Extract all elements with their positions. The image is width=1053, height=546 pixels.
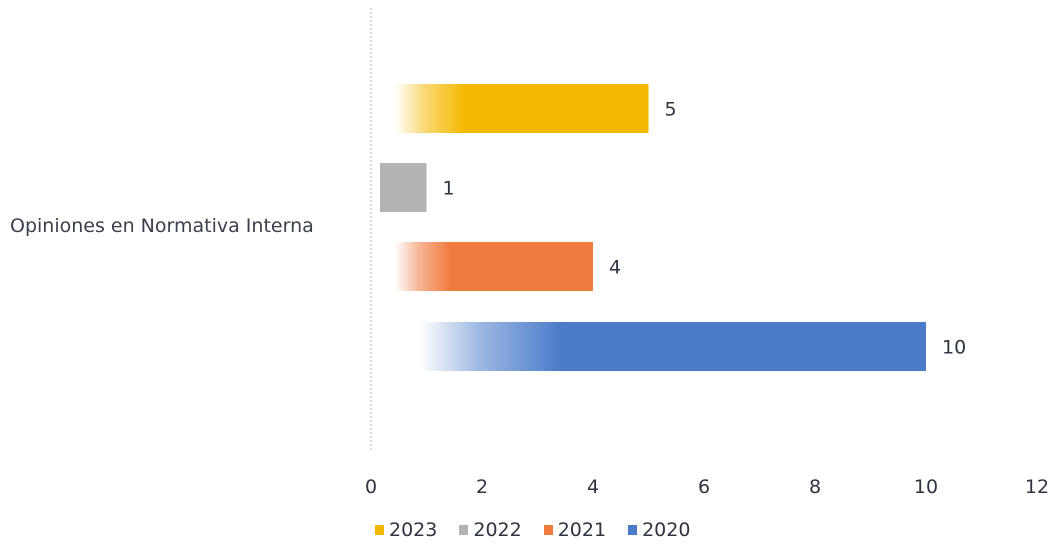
data-label-2020: 10 [942, 337, 966, 359]
legend-item-2022: 2022 [459, 519, 522, 541]
data-label-2023: 5 [665, 99, 677, 121]
bar-2023 [395, 84, 649, 133]
data-label-2021: 4 [609, 257, 621, 279]
x-tick-label-12: 12 [1025, 476, 1049, 498]
x-tick-label-6: 6 [698, 476, 710, 498]
legend-swatch-2021 [543, 525, 553, 535]
legend-swatch-2020 [628, 525, 638, 535]
legend-label-2022: 2022 [473, 519, 522, 541]
x-tick-label-2: 2 [476, 476, 488, 498]
legend-label-2023: 2023 [389, 519, 438, 541]
legend-swatch-2023 [375, 525, 384, 535]
bar-2022 [380, 163, 427, 212]
legend-item-2023: 2023 [375, 519, 437, 541]
x-tick-label-4: 4 [587, 476, 599, 498]
legend-swatch-2022 [459, 525, 469, 535]
legend: 2023 2022 2021 2020 [375, 519, 690, 541]
legend-item-2020: 2020 [628, 519, 690, 541]
x-tick-label-10: 10 [914, 476, 938, 498]
x-tick-label-0: 0 [365, 476, 377, 498]
legend-label-2021: 2021 [557, 519, 607, 541]
bar-2021 [395, 242, 593, 291]
data-label-2022: 1 [443, 178, 455, 200]
legend-item-2021: 2021 [543, 519, 607, 541]
x-tick-label-8: 8 [809, 476, 821, 498]
legend-label-2020: 2020 [642, 519, 691, 541]
bar-2020 [420, 322, 926, 371]
category-label: Opiniones en Normativa Interna [10, 215, 314, 237]
bar-chart: 5 1 4 10 0 2 4 6 8 10 12 [365, 8, 1049, 498]
